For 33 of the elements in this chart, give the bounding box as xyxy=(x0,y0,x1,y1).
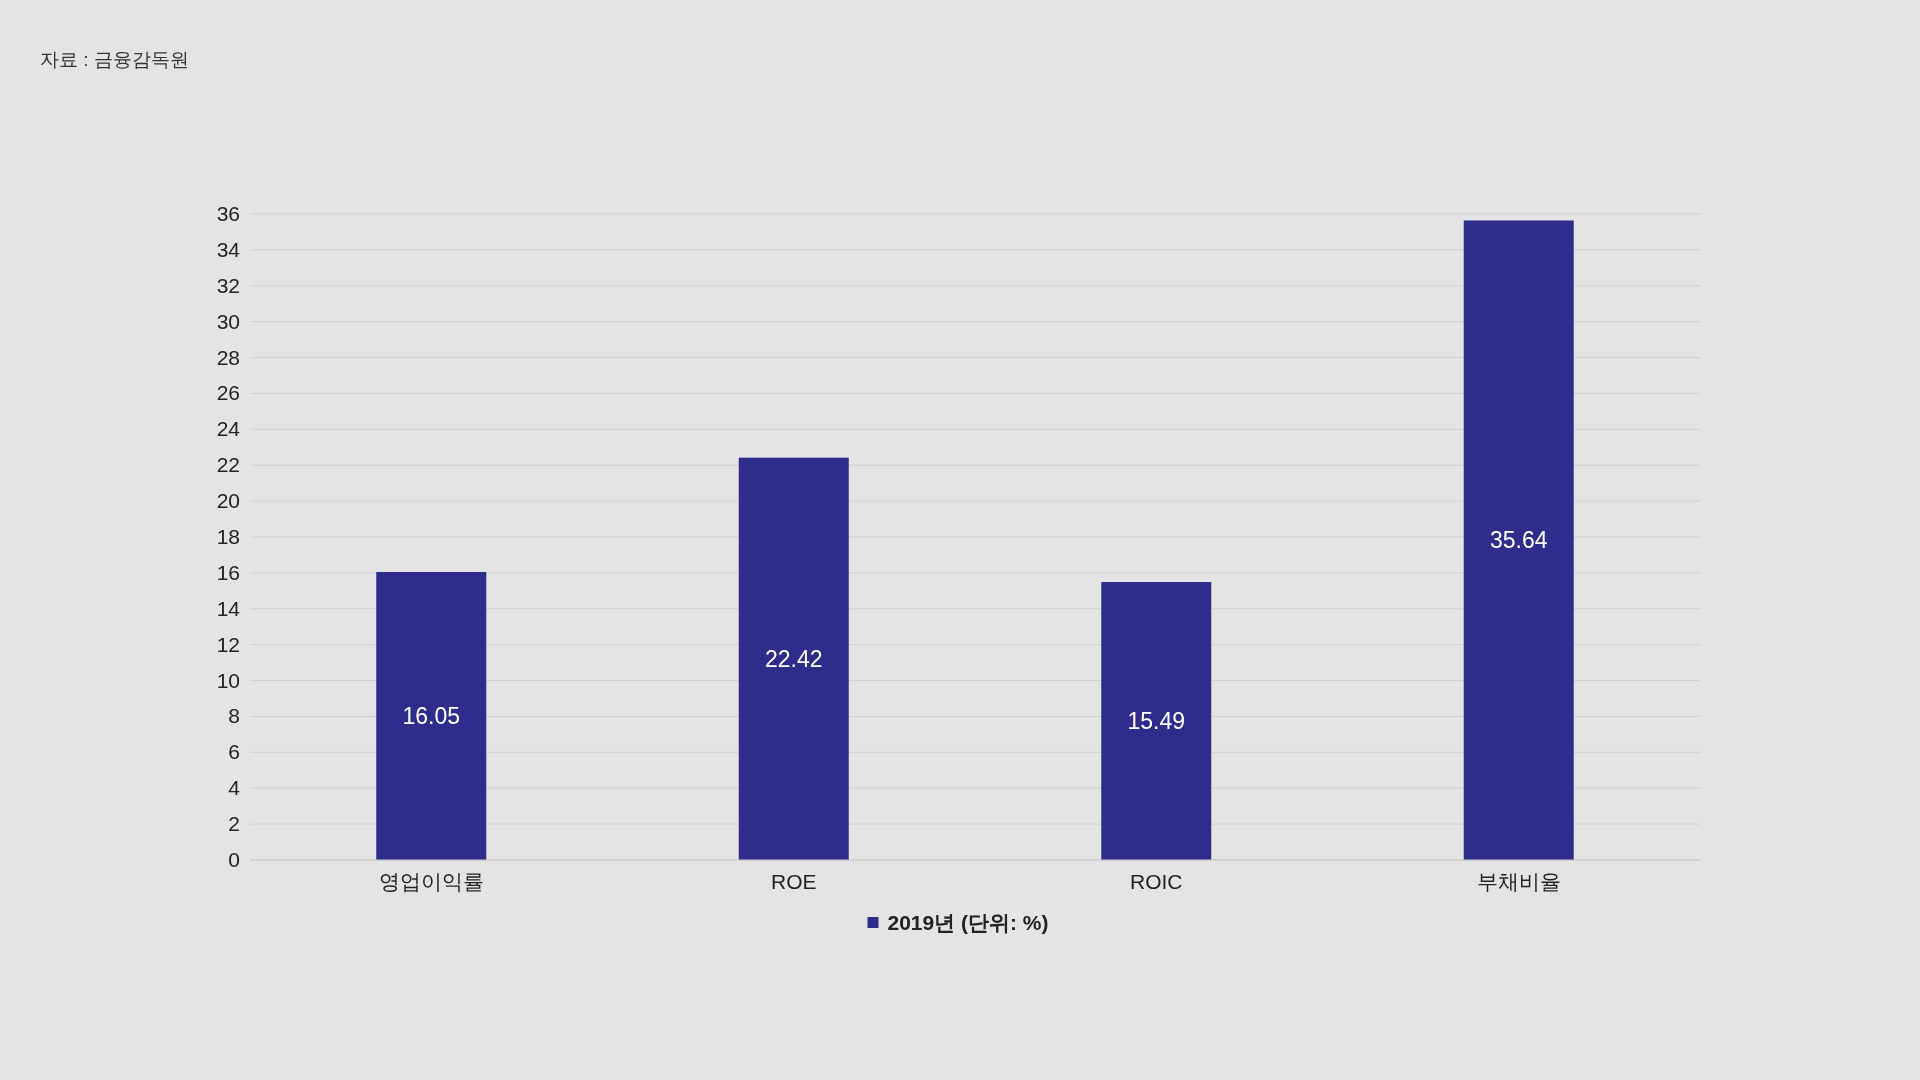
y-tick-label: 10 xyxy=(216,668,240,692)
bar xyxy=(1463,220,1574,860)
y-tick-label: 36 xyxy=(216,202,240,225)
y-tick-label: 18 xyxy=(216,525,240,548)
y-tick-label: 30 xyxy=(216,309,240,333)
y-tick-label: 14 xyxy=(216,596,241,620)
y-tick-label: 12 xyxy=(216,632,240,656)
data-label: 15.49 xyxy=(1127,708,1186,735)
x-tick-label: 영업이익률 xyxy=(378,870,484,893)
text: 자료 : 금융감독원 xyxy=(40,49,189,70)
bar xyxy=(376,571,487,860)
y-tick-label: 4 xyxy=(228,776,241,800)
data-label: 35.64 xyxy=(1489,527,1548,554)
bar xyxy=(1101,582,1212,860)
y-tick-label: 16 xyxy=(216,560,240,584)
bar xyxy=(738,457,849,860)
y-tick-label: 22 xyxy=(216,453,240,477)
y-tick-label: 24 xyxy=(216,417,241,441)
x-tick-label: 부채비율 xyxy=(1476,870,1561,893)
x-tick-label: ROIC xyxy=(1130,870,1183,893)
y-tick-label: 32 xyxy=(216,273,240,297)
data-label: 22.42 xyxy=(764,645,823,672)
y-tick-label: 20 xyxy=(216,489,240,513)
data-label: 16.05 xyxy=(402,703,461,729)
y-tick-label: 26 xyxy=(216,381,240,405)
y-tick-label: 2 xyxy=(228,812,240,836)
y-tick-label: 0 xyxy=(228,848,240,871)
legend: 2019년 (단위: %) xyxy=(867,911,1049,934)
y-tick-label: 6 xyxy=(228,740,240,764)
y-tick-label: 28 xyxy=(216,345,240,369)
y-tick-label: 34 xyxy=(216,237,241,261)
y-tick-label: 8 xyxy=(228,704,240,728)
x-tick-label: ROE xyxy=(770,870,817,893)
